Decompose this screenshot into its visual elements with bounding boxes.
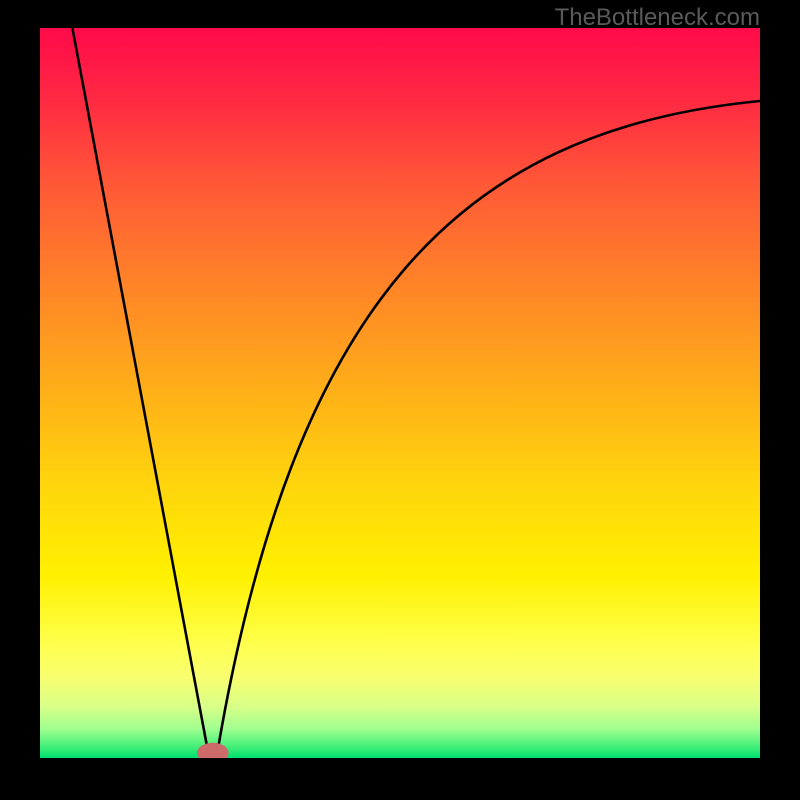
chart-container: TheBottleneck.com — [0, 0, 800, 800]
plot-gradient-background — [40, 28, 760, 758]
bottleneck-chart — [0, 0, 800, 800]
watermark-text: TheBottleneck.com — [555, 4, 760, 32]
